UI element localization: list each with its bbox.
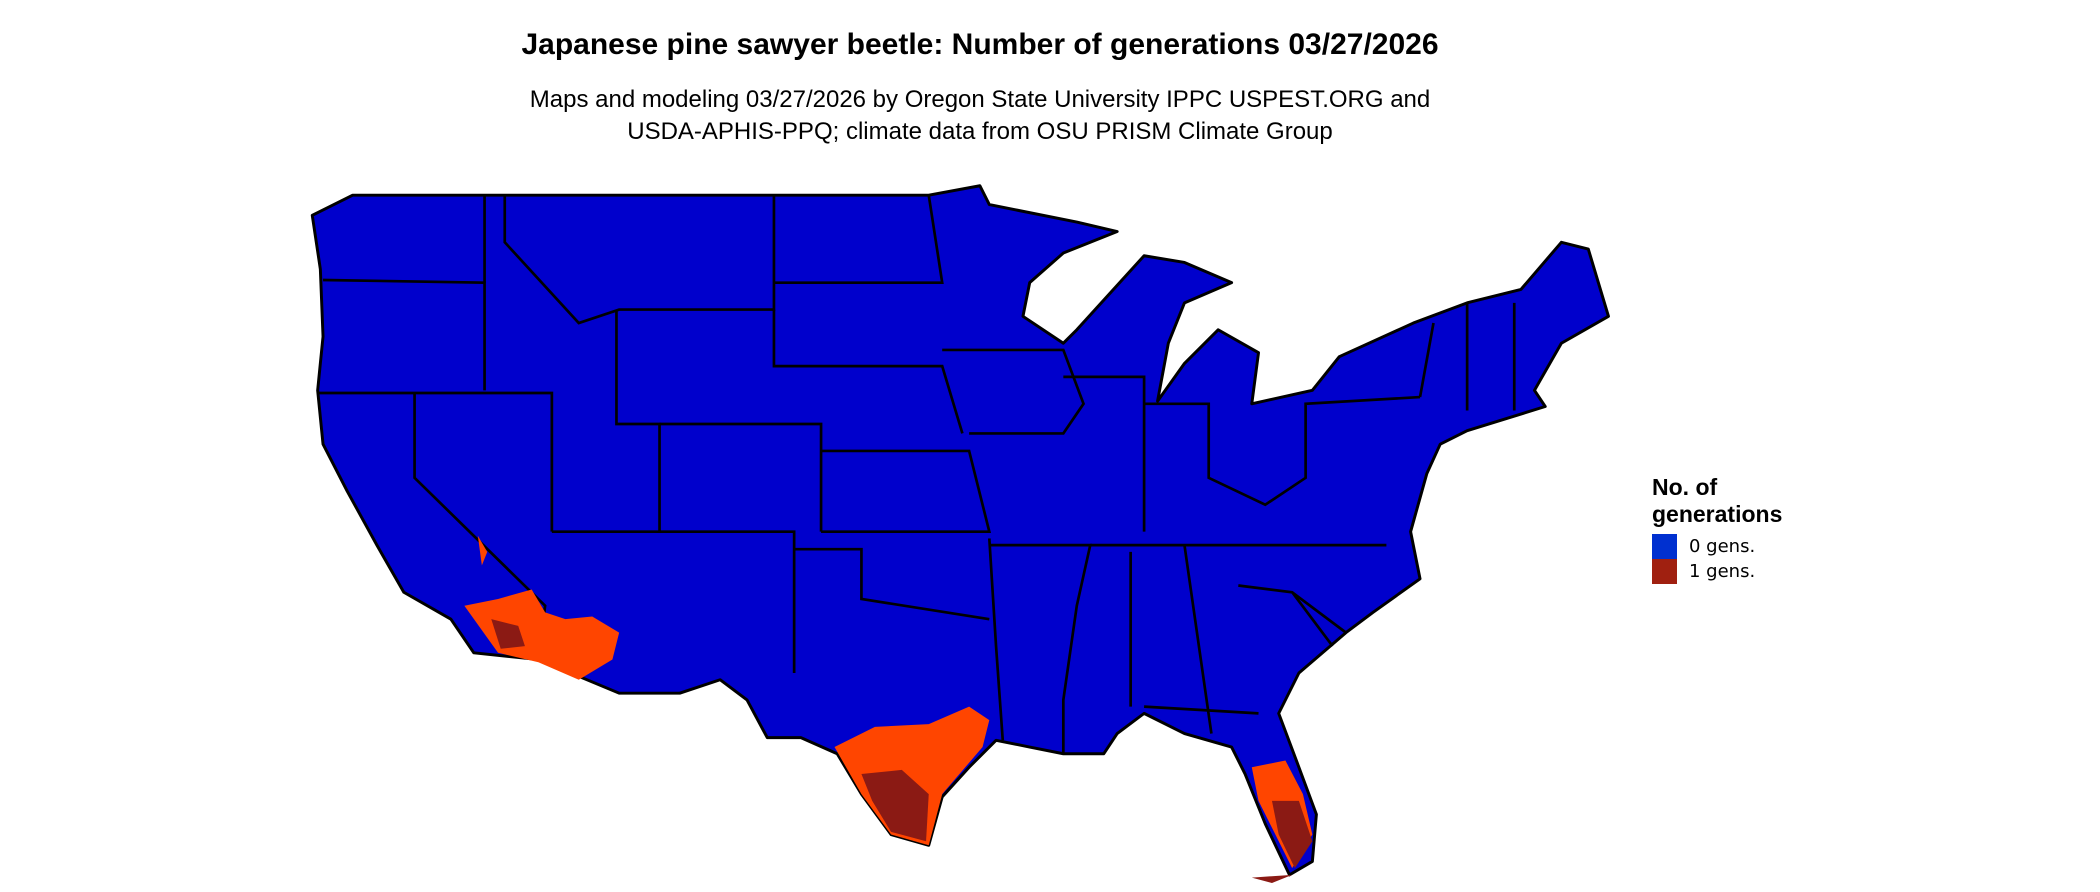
legend-title: No. of generations bbox=[1652, 474, 1782, 528]
legend-item: 1 gens. bbox=[1652, 559, 1782, 584]
legend-item: 0 gens. bbox=[1652, 534, 1782, 559]
legend-swatch-1-gens bbox=[1652, 559, 1677, 584]
subtitle-line: USDA-APHIS-PPQ; climate data from OSU PR… bbox=[627, 118, 1333, 145]
legend-label: 0 gens. bbox=[1689, 536, 1756, 557]
legend-label: 1 gens. bbox=[1689, 561, 1756, 582]
legend-title-line: No. of bbox=[1652, 474, 1718, 500]
legend-swatch-0-gens bbox=[1652, 534, 1677, 559]
one-gen-areas bbox=[491, 619, 1313, 883]
legend: No. of generations 0 gens. 1 gens. bbox=[1652, 474, 1782, 584]
subtitle-line: Maps and modeling 03/27/2026 by Oregon S… bbox=[529, 86, 1431, 113]
map-title: Japanese pine sawyer beetle: Number of g… bbox=[521, 28, 1439, 61]
map-subtitle: Maps and modeling 03/27/2026 by Oregon S… bbox=[0, 84, 1960, 148]
legend-title-line: generations bbox=[1652, 501, 1783, 527]
